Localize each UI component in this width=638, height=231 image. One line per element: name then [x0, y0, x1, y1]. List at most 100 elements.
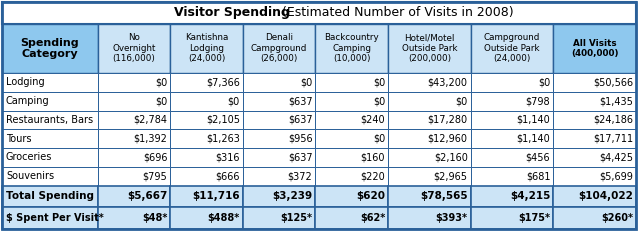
Bar: [388, 167, 471, 185]
Bar: [2, 92, 98, 111]
Bar: [243, 73, 315, 92]
Bar: [98, 167, 170, 185]
Bar: [471, 111, 553, 129]
Text: $0: $0: [373, 134, 385, 144]
Bar: [243, 111, 315, 129]
Bar: [553, 167, 636, 185]
Text: $956: $956: [288, 134, 313, 144]
Bar: [243, 129, 315, 148]
Text: $696: $696: [143, 152, 167, 162]
Bar: [315, 167, 388, 185]
Bar: [170, 207, 243, 229]
Bar: [170, 92, 243, 111]
Bar: [315, 24, 388, 73]
Text: Lodging: Lodging: [6, 77, 45, 88]
Text: $1,140: $1,140: [517, 134, 551, 144]
Text: $0: $0: [373, 77, 385, 88]
Text: $5,699: $5,699: [599, 171, 633, 181]
Bar: [170, 24, 243, 73]
Bar: [388, 207, 471, 229]
Text: $0: $0: [456, 96, 468, 106]
Text: $220: $220: [360, 171, 385, 181]
Bar: [553, 207, 636, 229]
Text: Groceries: Groceries: [6, 152, 52, 162]
Bar: [471, 129, 553, 148]
Text: $4,425: $4,425: [599, 152, 633, 162]
Text: $637: $637: [288, 96, 313, 106]
Text: Restaurants, Bars: Restaurants, Bars: [6, 115, 93, 125]
Bar: [553, 129, 636, 148]
Bar: [471, 73, 553, 92]
Text: $12,960: $12,960: [427, 134, 468, 144]
Text: $2,105: $2,105: [206, 115, 240, 125]
Text: $4,215: $4,215: [510, 191, 551, 201]
Bar: [471, 148, 553, 167]
Bar: [98, 24, 170, 73]
Bar: [471, 92, 553, 111]
Text: $17,280: $17,280: [427, 115, 468, 125]
Text: Denali
Campground
(26,000): Denali Campground (26,000): [251, 33, 308, 63]
Bar: [98, 207, 170, 229]
Bar: [388, 185, 471, 207]
Text: Spending
Category: Spending Category: [20, 38, 79, 59]
Bar: [315, 129, 388, 148]
Bar: [388, 92, 471, 111]
Text: Total Spending: Total Spending: [6, 191, 94, 201]
Bar: [170, 73, 243, 92]
Text: $0: $0: [228, 96, 240, 106]
Text: $11,716: $11,716: [192, 191, 240, 201]
Text: No
Overnight
(116,000): No Overnight (116,000): [112, 33, 156, 63]
Text: $0: $0: [155, 96, 167, 106]
Text: Kantishna
Lodging
(24,000): Kantishna Lodging (24,000): [185, 33, 228, 63]
Text: Souvenirs: Souvenirs: [6, 171, 54, 181]
Bar: [315, 73, 388, 92]
Bar: [553, 185, 636, 207]
Bar: [2, 207, 98, 229]
Text: $372: $372: [288, 171, 313, 181]
Text: $0: $0: [373, 96, 385, 106]
Text: $78,565: $78,565: [420, 191, 468, 201]
Text: $50,566: $50,566: [593, 77, 633, 88]
Bar: [243, 167, 315, 185]
Text: $681: $681: [526, 171, 551, 181]
Text: $17,711: $17,711: [593, 134, 633, 144]
Bar: [388, 73, 471, 92]
Bar: [2, 148, 98, 167]
Bar: [553, 92, 636, 111]
Bar: [315, 207, 388, 229]
Bar: [243, 92, 315, 111]
Text: $316: $316: [216, 152, 240, 162]
Bar: [2, 111, 98, 129]
Text: $240: $240: [360, 115, 385, 125]
Bar: [2, 24, 98, 73]
Bar: [170, 185, 243, 207]
Bar: [170, 148, 243, 167]
Text: $1,435: $1,435: [599, 96, 633, 106]
Bar: [98, 129, 170, 148]
Text: $2,784: $2,784: [133, 115, 167, 125]
Text: All Visits
(400,000): All Visits (400,000): [571, 39, 618, 58]
Text: $24,186: $24,186: [593, 115, 633, 125]
Bar: [388, 148, 471, 167]
Bar: [243, 148, 315, 167]
Text: $0: $0: [538, 77, 551, 88]
Text: Backcountry
Camping
(10,000): Backcountry Camping (10,000): [325, 33, 379, 63]
Bar: [553, 73, 636, 92]
Bar: [388, 24, 471, 73]
Bar: [2, 167, 98, 185]
Bar: [98, 185, 170, 207]
Text: $620: $620: [356, 191, 385, 201]
Text: $1,392: $1,392: [133, 134, 167, 144]
Bar: [471, 167, 553, 185]
Bar: [388, 111, 471, 129]
Text: $393*: $393*: [436, 213, 468, 223]
Bar: [315, 92, 388, 111]
Text: $0: $0: [155, 77, 167, 88]
Text: $2,160: $2,160: [434, 152, 468, 162]
Bar: [388, 129, 471, 148]
Bar: [2, 185, 98, 207]
Bar: [170, 167, 243, 185]
Text: $637: $637: [288, 152, 313, 162]
Text: $0: $0: [300, 77, 313, 88]
Text: Tours: Tours: [6, 134, 31, 144]
